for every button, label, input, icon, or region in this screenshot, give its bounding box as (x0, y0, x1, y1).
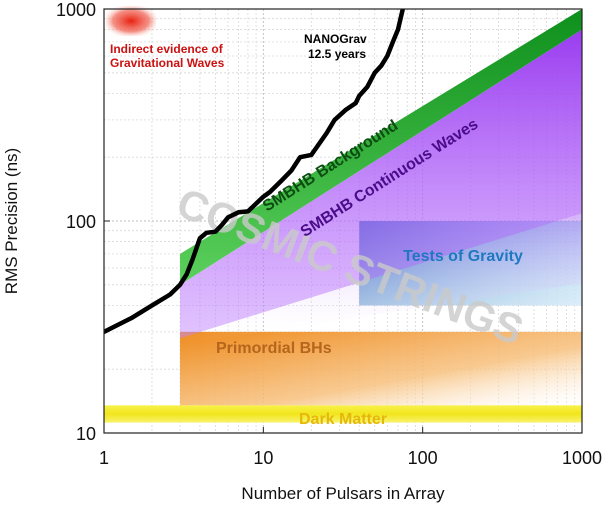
indirect-evidence-label-line2: Gravitational Waves (110, 56, 225, 70)
region-label-tests-of-gravity: Tests of Gravity (403, 248, 523, 265)
band-smbhb-continuous-waves (180, 29, 582, 339)
region-dark-matter (104, 405, 582, 423)
x-tick-label: 1000 (562, 448, 602, 468)
band-smbhb-background (180, 9, 582, 285)
region-label-dark-matter: Dark Matter (299, 411, 387, 428)
y-tick-label: 1000 (56, 0, 96, 20)
x-tick-label: 100 (408, 448, 438, 468)
x-axis-label: Number of Pulsars in Array (241, 484, 445, 503)
y-axis-label: RMS Precision (ns) (2, 148, 21, 294)
band-smbhb-continuous-waves-fade (180, 213, 582, 345)
bands-layer (180, 9, 582, 345)
nanograv-label: NANOGrav 12.5 years (304, 32, 367, 61)
indirect-evidence-blob (106, 6, 156, 36)
y-tick-label: 10 (76, 424, 96, 444)
y-tick-label: 100 (66, 212, 96, 232)
series-layer (104, 9, 406, 335)
x-tick-label: 1 (99, 448, 109, 468)
axis-ticks (103, 8, 583, 434)
indirect-evidence-label-line1: Indirect evidence of (110, 42, 224, 56)
x-tick-label: 10 (253, 448, 273, 468)
indirect-evidence-marker: Indirect evidence of Gravitational Waves (106, 6, 225, 70)
region-primordial-bhs (180, 331, 582, 406)
region-label-primordial-bhs: Primordial BHs (216, 340, 332, 357)
series-line-nanograv (104, 9, 406, 335)
nanograv-label-line2: 12.5 years (308, 47, 366, 61)
nanograv-label-line1: NANOGrav (304, 32, 367, 46)
